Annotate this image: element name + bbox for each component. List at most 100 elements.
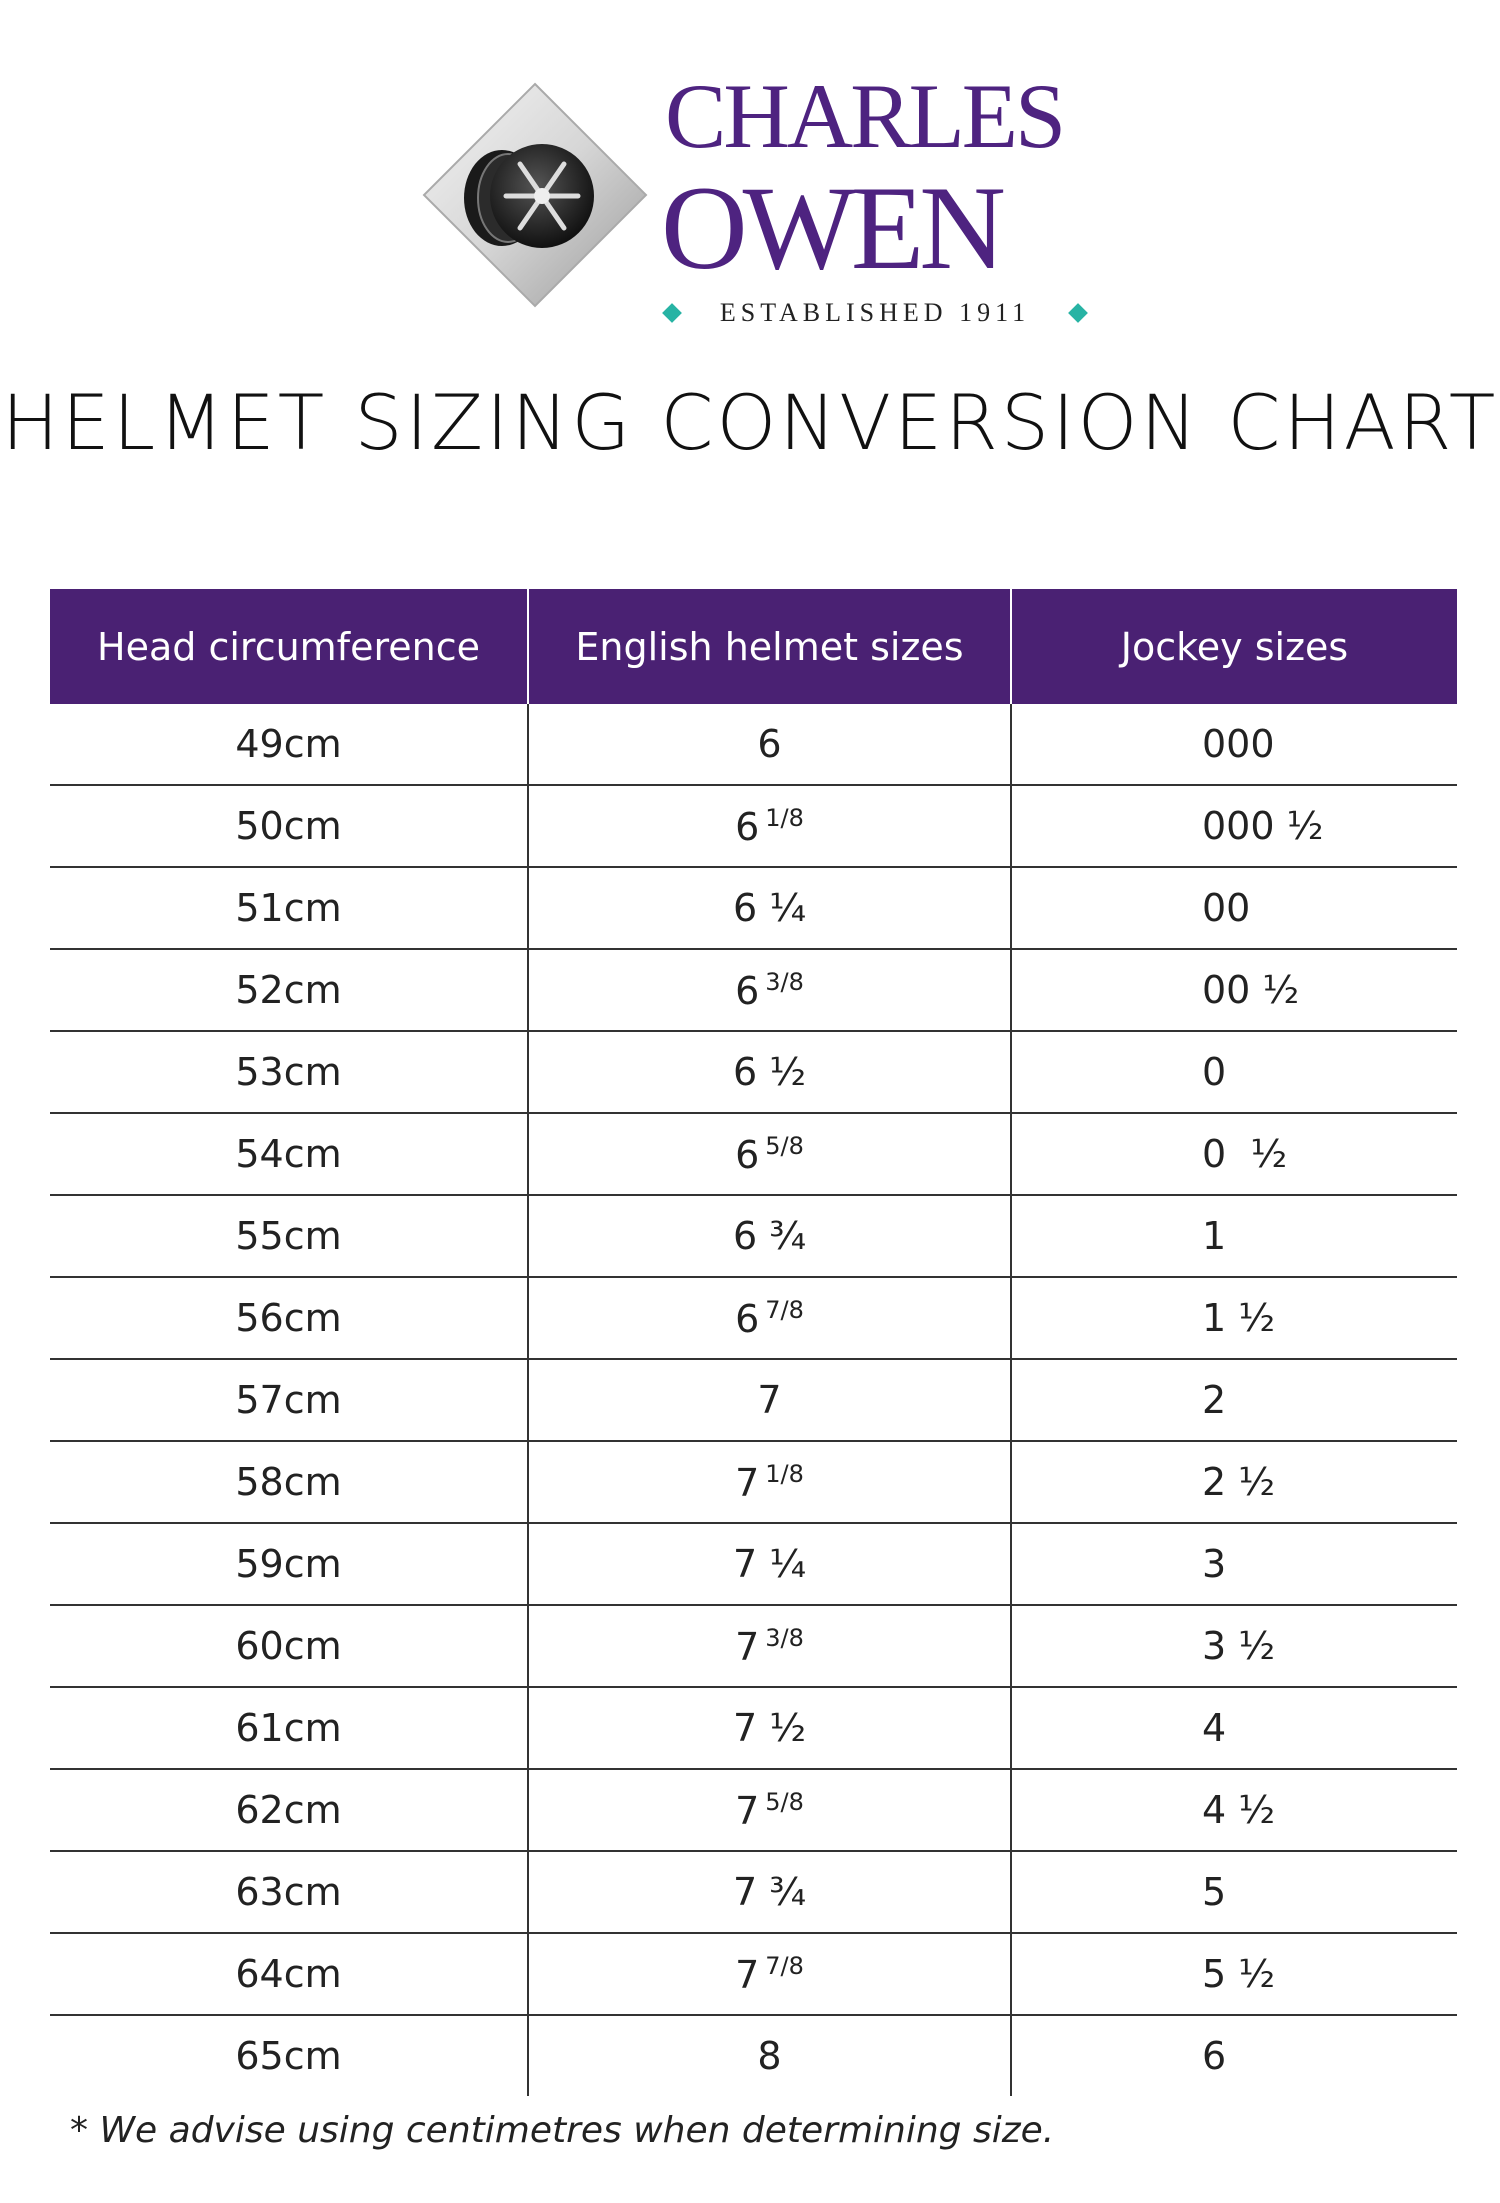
english-size-cell: 6 5/8	[527, 1113, 1011, 1196]
english-size-value: 6 ½	[732, 1050, 807, 1094]
english-size-cell: 6 7/8	[527, 1277, 1011, 1360]
header-english-sizes: English helmet sizes	[527, 589, 1011, 704]
head-circumference-cell: 62cm	[50, 1769, 528, 1852]
english-size-cell: 6 1/8	[527, 785, 1011, 868]
helmet-diamond-logo-icon	[422, 82, 648, 308]
english-size-value: 7 ½	[732, 1706, 807, 1750]
english-size-fraction: 7/8	[765, 1951, 804, 1980]
table-row: 63cm 7 ¾ 5	[50, 1851, 1457, 1934]
head-circumference-cell: 51cm	[50, 867, 528, 950]
english-size-cell: 7	[527, 1359, 1011, 1442]
english-size-fraction: 5/8	[765, 1131, 804, 1160]
english-size-value: 6	[735, 968, 760, 1013]
header-head-circumference: Head circumference	[50, 589, 528, 704]
english-size-value: 6	[757, 722, 782, 766]
head-circumference-cell: 55cm	[50, 1195, 528, 1278]
jockey-size-cell: 3	[1010, 1523, 1457, 1606]
jockey-size-cell: 5	[1010, 1851, 1457, 1934]
table-row: 54cm 6 5/8 0 ½	[50, 1113, 1457, 1196]
english-size-cell: 7 3/8	[527, 1605, 1011, 1688]
jockey-size-cell: 4	[1010, 1687, 1457, 1770]
brand-wordmark: CHARLES OWEN	[661, 65, 1090, 290]
jockey-size-cell: 1	[1010, 1195, 1457, 1278]
jockey-size-cell: 2	[1010, 1359, 1457, 1442]
english-size-value: 6	[735, 804, 760, 849]
english-size-cell: 7 7/8	[527, 1933, 1011, 2016]
english-size-cell: 7 1/8	[527, 1441, 1011, 1524]
footnote: * We advise using centimetres when deter…	[70, 2110, 1055, 2151]
head-circumference-cell: 53cm	[50, 1031, 528, 1114]
brand-line-1: CHARLES	[665, 65, 1066, 167]
page-title: HELMET SIZING CONVERSION CHART	[1, 378, 1499, 467]
head-circumference-cell: 49cm	[50, 704, 528, 786]
table-row: 61cm 7 ½ 4	[50, 1687, 1457, 1770]
english-size-cell: 7 ¾	[527, 1851, 1011, 1934]
english-size-value: 7	[735, 1788, 760, 1833]
english-size-value: 7	[757, 1378, 782, 1422]
english-size-cell: 6	[527, 704, 1011, 786]
tagline-text: ESTABLISHED 1911	[719, 298, 1031, 327]
table-row: 56cm 6 7/8 1 ½	[50, 1277, 1457, 1360]
jockey-size-cell: 0 ½	[1010, 1113, 1457, 1196]
table-row: 58cm 7 1/8 2 ½	[50, 1441, 1457, 1524]
english-size-fraction: 3/8	[765, 1623, 804, 1652]
english-size-value: 6 ¼	[732, 886, 807, 930]
head-circumference-cell: 63cm	[50, 1851, 528, 1934]
table-row: 59cm 7 ¼ 3	[50, 1523, 1457, 1606]
head-circumference-cell: 61cm	[50, 1687, 528, 1770]
jockey-size-cell: 00 ½	[1010, 949, 1457, 1032]
jockey-size-cell: 3 ½	[1010, 1605, 1457, 1688]
head-circumference-cell: 56cm	[50, 1277, 528, 1360]
sizing-table: Head circumference English helmet sizes …	[50, 589, 1457, 2096]
english-size-cell: 6 3/8	[527, 949, 1011, 1032]
english-size-cell: 7 ¼	[527, 1523, 1011, 1606]
table-row: 49cm 6 000	[50, 704, 1457, 786]
english-size-fraction: 1/8	[765, 803, 804, 832]
table-row: 62cm 7 5/8 4 ½	[50, 1769, 1457, 1852]
english-size-fraction: 5/8	[765, 1787, 804, 1816]
english-size-value: 7	[735, 1624, 760, 1669]
brand-line-2: OWEN	[661, 161, 1006, 294]
jockey-size-cell: 0	[1010, 1031, 1457, 1114]
english-size-value: 8	[757, 2034, 782, 2078]
english-size-fraction: 1/8	[765, 1459, 804, 1488]
head-circumference-cell: 64cm	[50, 1933, 528, 2016]
table-row: 52cm 6 3/8 00 ½	[50, 949, 1457, 1032]
table-header-row: Head circumference English helmet sizes …	[50, 589, 1457, 704]
head-circumference-cell: 54cm	[50, 1113, 528, 1196]
english-size-cell: 7 5/8	[527, 1769, 1011, 1852]
table-row: 64cm 7 7/8 5 ½	[50, 1933, 1457, 2016]
header-jockey-sizes: Jockey sizes	[1010, 589, 1457, 704]
head-circumference-cell: 60cm	[50, 1605, 528, 1688]
head-circumference-cell: 52cm	[50, 949, 528, 1032]
table-row: 50cm 6 1/8 000 ½	[50, 785, 1457, 868]
jockey-size-cell: 2 ½	[1010, 1441, 1457, 1524]
table-row: 51cm 6 ¼ 00	[50, 867, 1457, 950]
table-row: 60cm 7 3/8 3 ½	[50, 1605, 1457, 1688]
table-row: 65cm 8 6	[50, 2015, 1457, 2096]
jockey-size-cell: 000 ½	[1010, 785, 1457, 868]
jockey-size-cell: 4 ½	[1010, 1769, 1457, 1852]
english-size-value: 7 ¾	[732, 1870, 807, 1914]
diamond-icon	[1068, 303, 1088, 323]
english-size-value: 7 ¼	[732, 1542, 807, 1586]
table-row: 53cm 6 ½ 0	[50, 1031, 1457, 1114]
table-row: 55cm 6 ¾ 1	[50, 1195, 1457, 1278]
head-circumference-cell: 50cm	[50, 785, 528, 868]
english-size-cell: 8	[527, 2015, 1011, 2096]
jockey-size-cell: 000	[1010, 704, 1457, 786]
english-size-cell: 6 ½	[527, 1031, 1011, 1114]
english-size-value: 6	[735, 1132, 760, 1177]
english-size-value: 6	[735, 1296, 760, 1341]
head-circumference-cell: 58cm	[50, 1441, 528, 1524]
head-circumference-cell: 59cm	[50, 1523, 528, 1606]
jockey-size-cell: 5 ½	[1010, 1933, 1457, 2016]
english-size-cell: 7 ½	[527, 1687, 1011, 1770]
jockey-size-cell: 6	[1010, 2015, 1457, 2096]
jockey-size-cell: 00	[1010, 867, 1457, 950]
english-size-cell: 6 ¼	[527, 867, 1011, 950]
head-circumference-cell: 65cm	[235, 2034, 342, 2078]
jockey-size-cell: 1 ½	[1010, 1277, 1457, 1360]
english-size-fraction: 3/8	[765, 967, 804, 996]
table-row: 57cm 7 2	[50, 1359, 1457, 1442]
